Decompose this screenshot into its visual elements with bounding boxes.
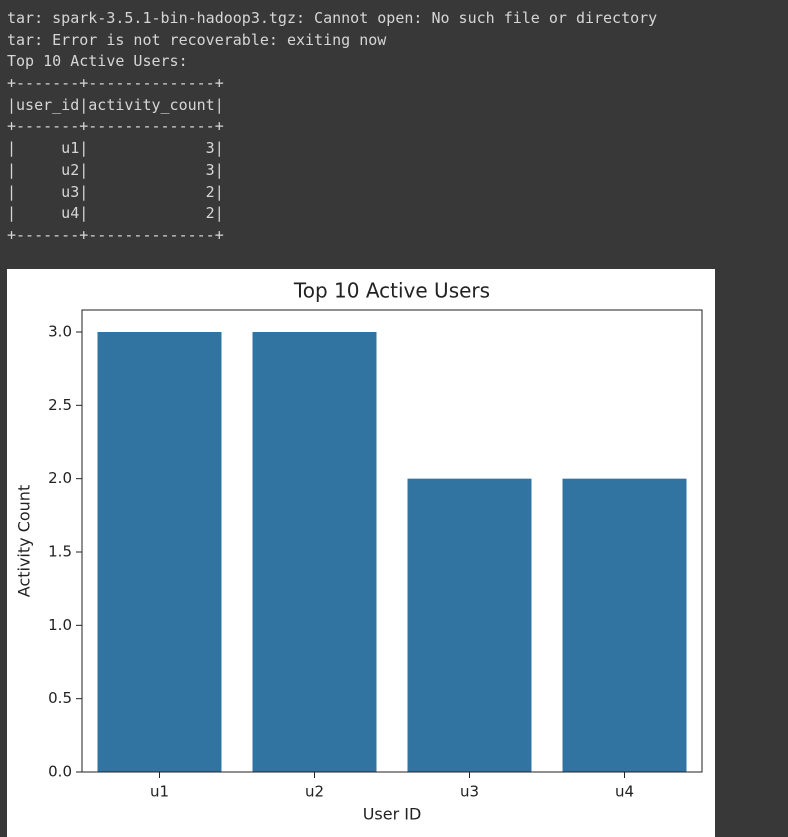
- output-line: +-------+--------------+: [7, 225, 224, 244]
- x-tick-label: u2: [305, 783, 324, 801]
- cell-output: tar: spark-3.5.1-bin-hadoop3.tgz: Cannot…: [7, 8, 657, 247]
- chart-title: Top 10 Active Users: [293, 279, 490, 303]
- y-tick-label: 2.5: [48, 396, 72, 414]
- y-tick-label: 1.0: [48, 616, 72, 634]
- x-tick-label: u1: [150, 783, 169, 801]
- output-line: Top 10 Active Users:: [7, 52, 188, 71]
- y-tick-label: 0.5: [48, 689, 72, 707]
- x-axis-label: User ID: [363, 805, 422, 824]
- bar: [252, 332, 377, 772]
- output-line: | u3| 2|: [7, 182, 224, 201]
- bar: [562, 478, 687, 772]
- plot-frame: [81, 309, 703, 773]
- y-tick-label: 3.0: [48, 323, 72, 341]
- output-line: +-------+--------------+: [7, 117, 224, 136]
- output-line: tar: spark-3.5.1-bin-hadoop3.tgz: Cannot…: [7, 9, 658, 27]
- x-tick-label: u3: [460, 783, 479, 801]
- chart: Top 10 Active Users User ID Activity Cou…: [7, 269, 715, 837]
- y-tick-label: 1.5: [48, 543, 72, 561]
- y-tick-label: 2.0: [48, 469, 72, 487]
- output-line: +-------+--------------+: [7, 74, 224, 93]
- y-tick-label: 0.0: [48, 763, 72, 781]
- output-line: tar: Error is not recoverable: exiting n…: [7, 30, 387, 49]
- bar: [407, 478, 532, 772]
- output-line: |user_id|activity_count|: [7, 95, 224, 114]
- y-axis-label: Activity Count: [15, 485, 34, 597]
- x-tick-label: u4: [615, 783, 634, 801]
- bar: [97, 332, 222, 772]
- output-line: | u1| 3|: [7, 139, 224, 158]
- output-line: | u2| 3|: [7, 160, 224, 179]
- output-line: | u4| 2|: [7, 204, 224, 223]
